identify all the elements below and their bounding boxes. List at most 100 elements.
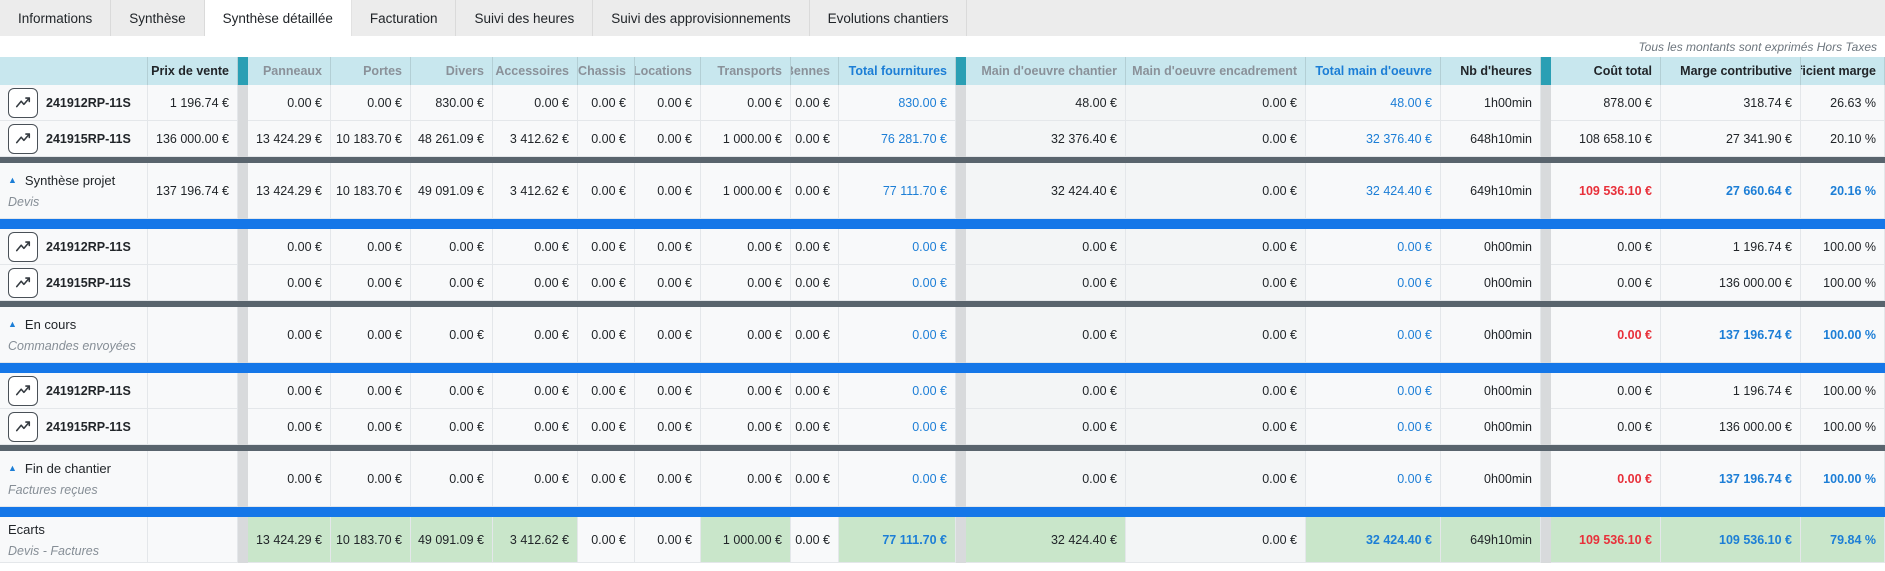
cell-coeff: 100.00 % <box>1801 265 1885 301</box>
tax-note: Tous les montants sont exprimés Hors Tax… <box>1638 39 1877 54</box>
synthesis-table: Prix de vente Panneaux Portes Divers Accesso… <box>0 57 1885 563</box>
cell-chassis: 0.00 € <box>578 307 635 363</box>
section-separator-blue <box>0 363 1885 373</box>
cell-transports: 0.00 € <box>701 85 791 121</box>
cell-total_fournitures: 77 111.70 € <box>839 163 956 219</box>
cell-panneaux: 0.00 € <box>248 409 331 445</box>
row-label: Synthèse projet <box>24 172 116 188</box>
section-separator-dark <box>0 445 1885 451</box>
table-row: Ecarts Devis - Factures 13 424.29 €10 183.… <box>0 517 1885 563</box>
cell-marge: 27 341.90 € <box>1661 121 1801 157</box>
cell-coeff: 20.16 % <box>1801 163 1885 219</box>
row-label: En cours <box>24 316 77 332</box>
column-header-chassis: Chassis <box>578 57 635 85</box>
column-header-total_mo: Total main d'oeuvre <box>1306 57 1441 85</box>
cell-heures: 0h00min <box>1441 409 1541 445</box>
cell-cout: 108 658.10 € <box>1551 121 1661 157</box>
cell-total_fournitures: 76 281.70 € <box>839 121 956 157</box>
cell-bennes: 0.00 € <box>791 85 839 121</box>
row-label: 241915RP-11S <box>46 419 131 434</box>
table-row: 241915RP-11S 0.00 €0.00 €0.00 €0.00 €0.00… <box>0 265 1885 301</box>
cell-mo_encadrement: 0.00 € <box>1126 121 1306 157</box>
column-separator <box>238 517 248 563</box>
line-chart-icon <box>15 240 31 251</box>
column-header-heures: Nb d'heures <box>1441 57 1541 85</box>
column-separator <box>956 307 966 363</box>
chart-button[interactable] <box>8 267 38 298</box>
collapse-arrow-icon[interactable]: ▲ <box>8 462 17 473</box>
cell-panneaux: 0.00 € <box>248 307 331 363</box>
cell-total_fournitures: 77 111.70 € <box>839 517 956 563</box>
cell-total_fournitures: 0.00 € <box>839 451 956 507</box>
cell-locations: 0.00 € <box>635 409 701 445</box>
section-separator-blue <box>0 219 1885 229</box>
cell-total_fournitures: 830.00 € <box>839 85 956 121</box>
cell-total_mo: 0.00 € <box>1306 451 1441 507</box>
cell-total_mo: 32 424.40 € <box>1306 517 1441 563</box>
group-label-line: ▲ Fin de chantier <box>8 461 111 476</box>
cell-prix <box>148 229 238 265</box>
cell-total_mo: 0.00 € <box>1306 373 1441 409</box>
chart-button[interactable] <box>8 375 38 406</box>
cell-accessoires: 0.00 € <box>493 265 578 301</box>
tab-facturation[interactable]: Facturation <box>352 0 457 36</box>
cell-portes: 0.00 € <box>331 409 411 445</box>
cell-heures: 0h00min <box>1441 229 1541 265</box>
table-row: 241912RP-11S 1 196.74 €0.00 €0.00 €830.00… <box>0 85 1885 121</box>
cell-divers: 49 091.09 € <box>411 163 493 219</box>
cell-mo_encadrement: 0.00 € <box>1126 409 1306 445</box>
tab-suivi-des-heures[interactable]: Suivi des heures <box>456 0 594 36</box>
cell-panneaux: 13 424.29 € <box>248 163 331 219</box>
cell-transports: 1 000.00 € <box>701 163 791 219</box>
cell-chassis: 0.00 € <box>578 451 635 507</box>
cell-coeff: 100.00 % <box>1801 229 1885 265</box>
tab-informations[interactable]: Informations <box>0 0 112 36</box>
cell-mo_encadrement: 0.00 € <box>1126 517 1306 563</box>
cell-mo_chantier: 48.00 € <box>966 85 1126 121</box>
column-header-divers: Divers <box>411 57 493 85</box>
column-separator <box>956 163 966 219</box>
column-header-transports: Transports <box>701 57 791 85</box>
tab-synth-se-d-taill-e[interactable]: Synthèse détaillée <box>204 0 352 36</box>
chart-button[interactable] <box>8 123 38 154</box>
column-separator <box>1541 373 1551 409</box>
cell-locations: 0.00 € <box>635 307 701 363</box>
chart-button[interactable] <box>8 231 38 262</box>
table-header-row: Prix de vente Panneaux Portes Divers Accesso… <box>0 57 1885 85</box>
cell-prix: 137 196.74 € <box>148 163 238 219</box>
tab-suivi-des-approvisionnements[interactable]: Suivi des approvisionnements <box>593 0 810 36</box>
row-label-cell: ▲ Fin de chantier Factures reçues <box>0 451 148 507</box>
cell-bennes: 0.00 € <box>791 229 839 265</box>
header-empty-cell <box>0 57 148 85</box>
cell-chassis: 0.00 € <box>578 409 635 445</box>
line-chart-icon <box>15 276 31 287</box>
cell-transports: 0.00 € <box>701 229 791 265</box>
column-header-portes: Portes <box>331 57 411 85</box>
row-label-cell: 241915RP-11S <box>0 265 148 301</box>
cell-accessoires: 0.00 € <box>493 85 578 121</box>
column-separator <box>238 85 248 121</box>
row-label-cell: ▲ Synthèse projet Devis <box>0 163 148 219</box>
cell-heures: 648h10min <box>1441 121 1541 157</box>
chart-button[interactable] <box>8 87 38 118</box>
cell-locations: 0.00 € <box>635 85 701 121</box>
collapse-arrow-icon[interactable]: ▲ <box>8 174 17 185</box>
cell-mo_chantier: 0.00 € <box>966 307 1126 363</box>
section-separator-dark <box>0 301 1885 307</box>
cell-heures: 0h00min <box>1441 265 1541 301</box>
chart-button[interactable] <box>8 411 38 442</box>
group-label-line: ▲ En cours <box>8 317 76 332</box>
table-row: ▲ Synthèse projet Devis 137 196.74 €13 424.… <box>0 163 1885 219</box>
cell-coeff: 100.00 % <box>1801 307 1885 363</box>
cell-total_fournitures: 0.00 € <box>839 265 956 301</box>
cell-portes: 0.00 € <box>331 85 411 121</box>
tab-evolutions-chantiers[interactable]: Evolutions chantiers <box>810 0 968 36</box>
tab-synth-se[interactable]: Synthèse <box>111 0 205 36</box>
line-chart-icon <box>15 420 31 431</box>
cell-bennes: 0.00 € <box>791 373 839 409</box>
cell-coeff: 79.84 % <box>1801 517 1885 563</box>
cell-prix: 136 000.00 € <box>148 121 238 157</box>
cell-total_mo: 0.00 € <box>1306 265 1441 301</box>
collapse-arrow-icon[interactable]: ▲ <box>8 318 17 329</box>
column-separator <box>956 265 966 301</box>
